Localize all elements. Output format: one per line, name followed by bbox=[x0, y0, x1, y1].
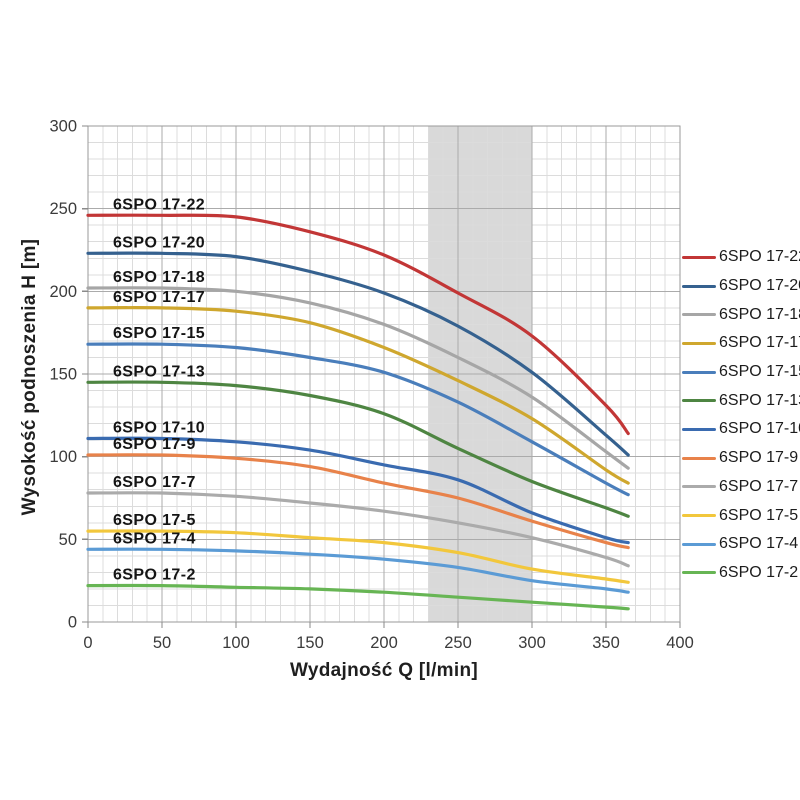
series-curve-6SPO-17-13 bbox=[86, 380, 630, 518]
curve-label-6SPO-17-2: 6SPO 17-2 bbox=[113, 567, 196, 584]
legend-line-swatch bbox=[682, 542, 716, 546]
series-curve-6SPO-17-18 bbox=[86, 286, 630, 470]
legend-item: 6SPO 17-9 bbox=[682, 444, 800, 473]
x-tick-label: 200 bbox=[370, 634, 398, 652]
x-tick-label: 150 bbox=[296, 634, 324, 652]
series-curve-6SPO-17-17 bbox=[86, 306, 630, 485]
curve-label-6SPO-17-5: 6SPO 17-5 bbox=[113, 512, 196, 529]
legend-item: 6SPO 17-4 bbox=[682, 530, 800, 559]
series-curve-6SPO-17-4 bbox=[86, 547, 630, 594]
x-axis-title: Wydajność Q [l/min] bbox=[290, 660, 478, 681]
y-axis-title: Wysokość podnoszenia H [m] bbox=[19, 238, 40, 516]
legend-item: 6SPO 17-20 bbox=[682, 272, 800, 301]
y-tick-label: 250 bbox=[49, 200, 77, 218]
x-tick-label: 300 bbox=[518, 634, 546, 652]
curve-label-6SPO-17-15: 6SPO 17-15 bbox=[113, 325, 205, 342]
legend-item: 6SPO 17-13 bbox=[682, 386, 800, 415]
legend-label: 6SPO 17-2 bbox=[719, 563, 799, 581]
legend-label: 6SPO 17-4 bbox=[719, 535, 799, 553]
legend-line-swatch bbox=[682, 485, 716, 489]
legend-item: 6SPO 17-2 bbox=[682, 559, 800, 588]
y-tick-label: 150 bbox=[49, 366, 77, 384]
curve-label-6SPO-17-20: 6SPO 17-20 bbox=[113, 234, 205, 251]
series-curve-6SPO-17-5 bbox=[86, 529, 630, 584]
x-tick-label: 100 bbox=[222, 634, 250, 652]
curve-label-6SPO-17-18: 6SPO 17-18 bbox=[113, 269, 205, 286]
legend-line-swatch bbox=[682, 427, 716, 431]
curve-label-6SPO-17-17: 6SPO 17-17 bbox=[113, 289, 205, 306]
legend-item: 6SPO 17-17 bbox=[682, 329, 800, 358]
y-tick-label: 50 bbox=[59, 531, 77, 549]
legend-label: 6SPO 17-9 bbox=[719, 449, 799, 467]
legend-line-swatch bbox=[682, 456, 716, 460]
x-tick-label: 350 bbox=[592, 634, 620, 652]
x-tick-label: 400 bbox=[666, 634, 694, 652]
curve-label-6SPO-17-4: 6SPO 17-4 bbox=[113, 530, 196, 547]
x-tick-label: 50 bbox=[153, 634, 171, 652]
series-curve-6SPO-17-2 bbox=[86, 583, 630, 611]
series-curve-6SPO-17-10 bbox=[86, 436, 630, 545]
y-tick-label: 300 bbox=[49, 118, 77, 136]
curve-label-6SPO-17-9: 6SPO 17-9 bbox=[113, 436, 196, 453]
y-tick-label: 200 bbox=[49, 283, 77, 301]
y-tick-label: 0 bbox=[68, 614, 77, 632]
legend-line-swatch bbox=[682, 341, 716, 345]
legend-line-swatch bbox=[682, 255, 716, 259]
curve-label-6SPO-17-22: 6SPO 17-22 bbox=[113, 196, 205, 213]
legend-line-swatch bbox=[682, 514, 716, 518]
curve-label-6SPO-17-13: 6SPO 17-13 bbox=[113, 363, 205, 380]
legend-label: 6SPO 17-7 bbox=[719, 477, 799, 495]
legend-item: 6SPO 17-10 bbox=[682, 415, 800, 444]
x-tick-label: 0 bbox=[83, 634, 92, 652]
series-curve-6SPO-17-20 bbox=[86, 251, 630, 457]
legend-line-swatch bbox=[682, 370, 716, 374]
series-curve-6SPO-17-9 bbox=[86, 453, 630, 550]
y-tick-label: 100 bbox=[49, 448, 77, 466]
legend-line-swatch bbox=[682, 313, 716, 317]
legend-label: 6SPO 17-20 bbox=[719, 277, 800, 295]
legend-line-swatch bbox=[682, 571, 716, 575]
legend-label: 6SPO 17-13 bbox=[719, 391, 800, 409]
legend-label: 6SPO 17-5 bbox=[719, 506, 799, 524]
legend: 6SPO 17-22 6SPO 17-20 6SPO 17-18 6SPO 17-17… bbox=[682, 243, 800, 587]
legend-label: 6SPO 17-15 bbox=[719, 363, 800, 381]
legend-label: 6SPO 17-17 bbox=[719, 334, 800, 352]
series-curve-6SPO-17-15 bbox=[86, 342, 630, 497]
legend-label: 6SPO 17-22 bbox=[719, 248, 800, 266]
curve-label-6SPO-17-7: 6SPO 17-7 bbox=[113, 474, 196, 491]
legend-item: 6SPO 17-18 bbox=[682, 300, 800, 329]
legend-item: 6SPO 17-7 bbox=[682, 473, 800, 502]
legend-label: 6SPO 17-18 bbox=[719, 305, 800, 323]
curve-label-6SPO-17-10: 6SPO 17-10 bbox=[113, 419, 205, 436]
x-tick-label: 250 bbox=[444, 634, 472, 652]
legend-line-swatch bbox=[682, 399, 716, 403]
legend-item: 6SPO 17-5 bbox=[682, 501, 800, 530]
legend-line-swatch bbox=[682, 284, 716, 288]
legend-label: 6SPO 17-10 bbox=[719, 420, 800, 438]
series-curve-6SPO-17-7 bbox=[86, 491, 630, 568]
legend-item: 6SPO 17-15 bbox=[682, 358, 800, 387]
legend-item: 6SPO 17-22 bbox=[682, 243, 800, 272]
series-curve-6SPO-17-22 bbox=[86, 213, 630, 436]
